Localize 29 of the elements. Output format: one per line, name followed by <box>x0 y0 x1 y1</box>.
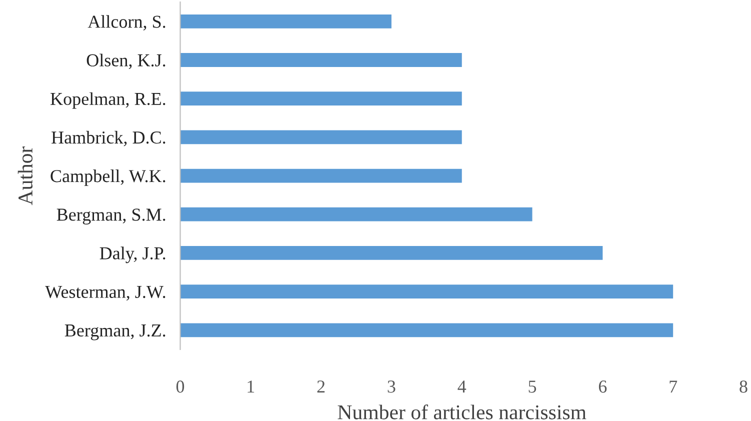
x-tick-label: 7 <box>670 380 678 393</box>
y-tick-label: Bergman, J.Z. <box>64 324 166 340</box>
x-tick-label: 6 <box>598 380 607 393</box>
bar <box>180 246 603 260</box>
y-tick-label: Hambrick, D.C. <box>52 130 166 146</box>
x-tick-label: 8 <box>740 380 748 393</box>
bar <box>180 130 462 144</box>
x-tick-label: 3 <box>388 380 396 393</box>
y-tick-label: Allcorn, S. <box>88 15 166 30</box>
bar <box>180 323 674 338</box>
x-tick-label: 1 <box>248 380 254 393</box>
x-axis-title: Number of articles narcissism <box>338 404 586 420</box>
y-axis-title: Author <box>18 146 33 206</box>
y-tick-label: Campbell, W.K. <box>50 170 166 186</box>
bar <box>180 207 532 222</box>
x-tick-label: 0 <box>176 380 184 393</box>
bar <box>180 53 462 67</box>
x-tick-label: 4 <box>458 380 466 393</box>
x-tick-label: 2 <box>317 380 325 393</box>
bar <box>180 168 462 183</box>
bar <box>180 14 392 28</box>
y-tick-label: Daly, J.P. <box>100 246 166 264</box>
y-tick-label: Bergman, S.M. <box>56 208 166 224</box>
y-tick-label: Westerman, J.W. <box>45 286 166 301</box>
bar <box>180 92 462 106</box>
y-tick-label: Kopelman, R.E. <box>50 92 166 109</box>
x-tick-label: 5 <box>528 380 536 393</box>
bar <box>180 284 674 298</box>
y-tick-label: Olsen, K.J. <box>86 54 166 70</box>
